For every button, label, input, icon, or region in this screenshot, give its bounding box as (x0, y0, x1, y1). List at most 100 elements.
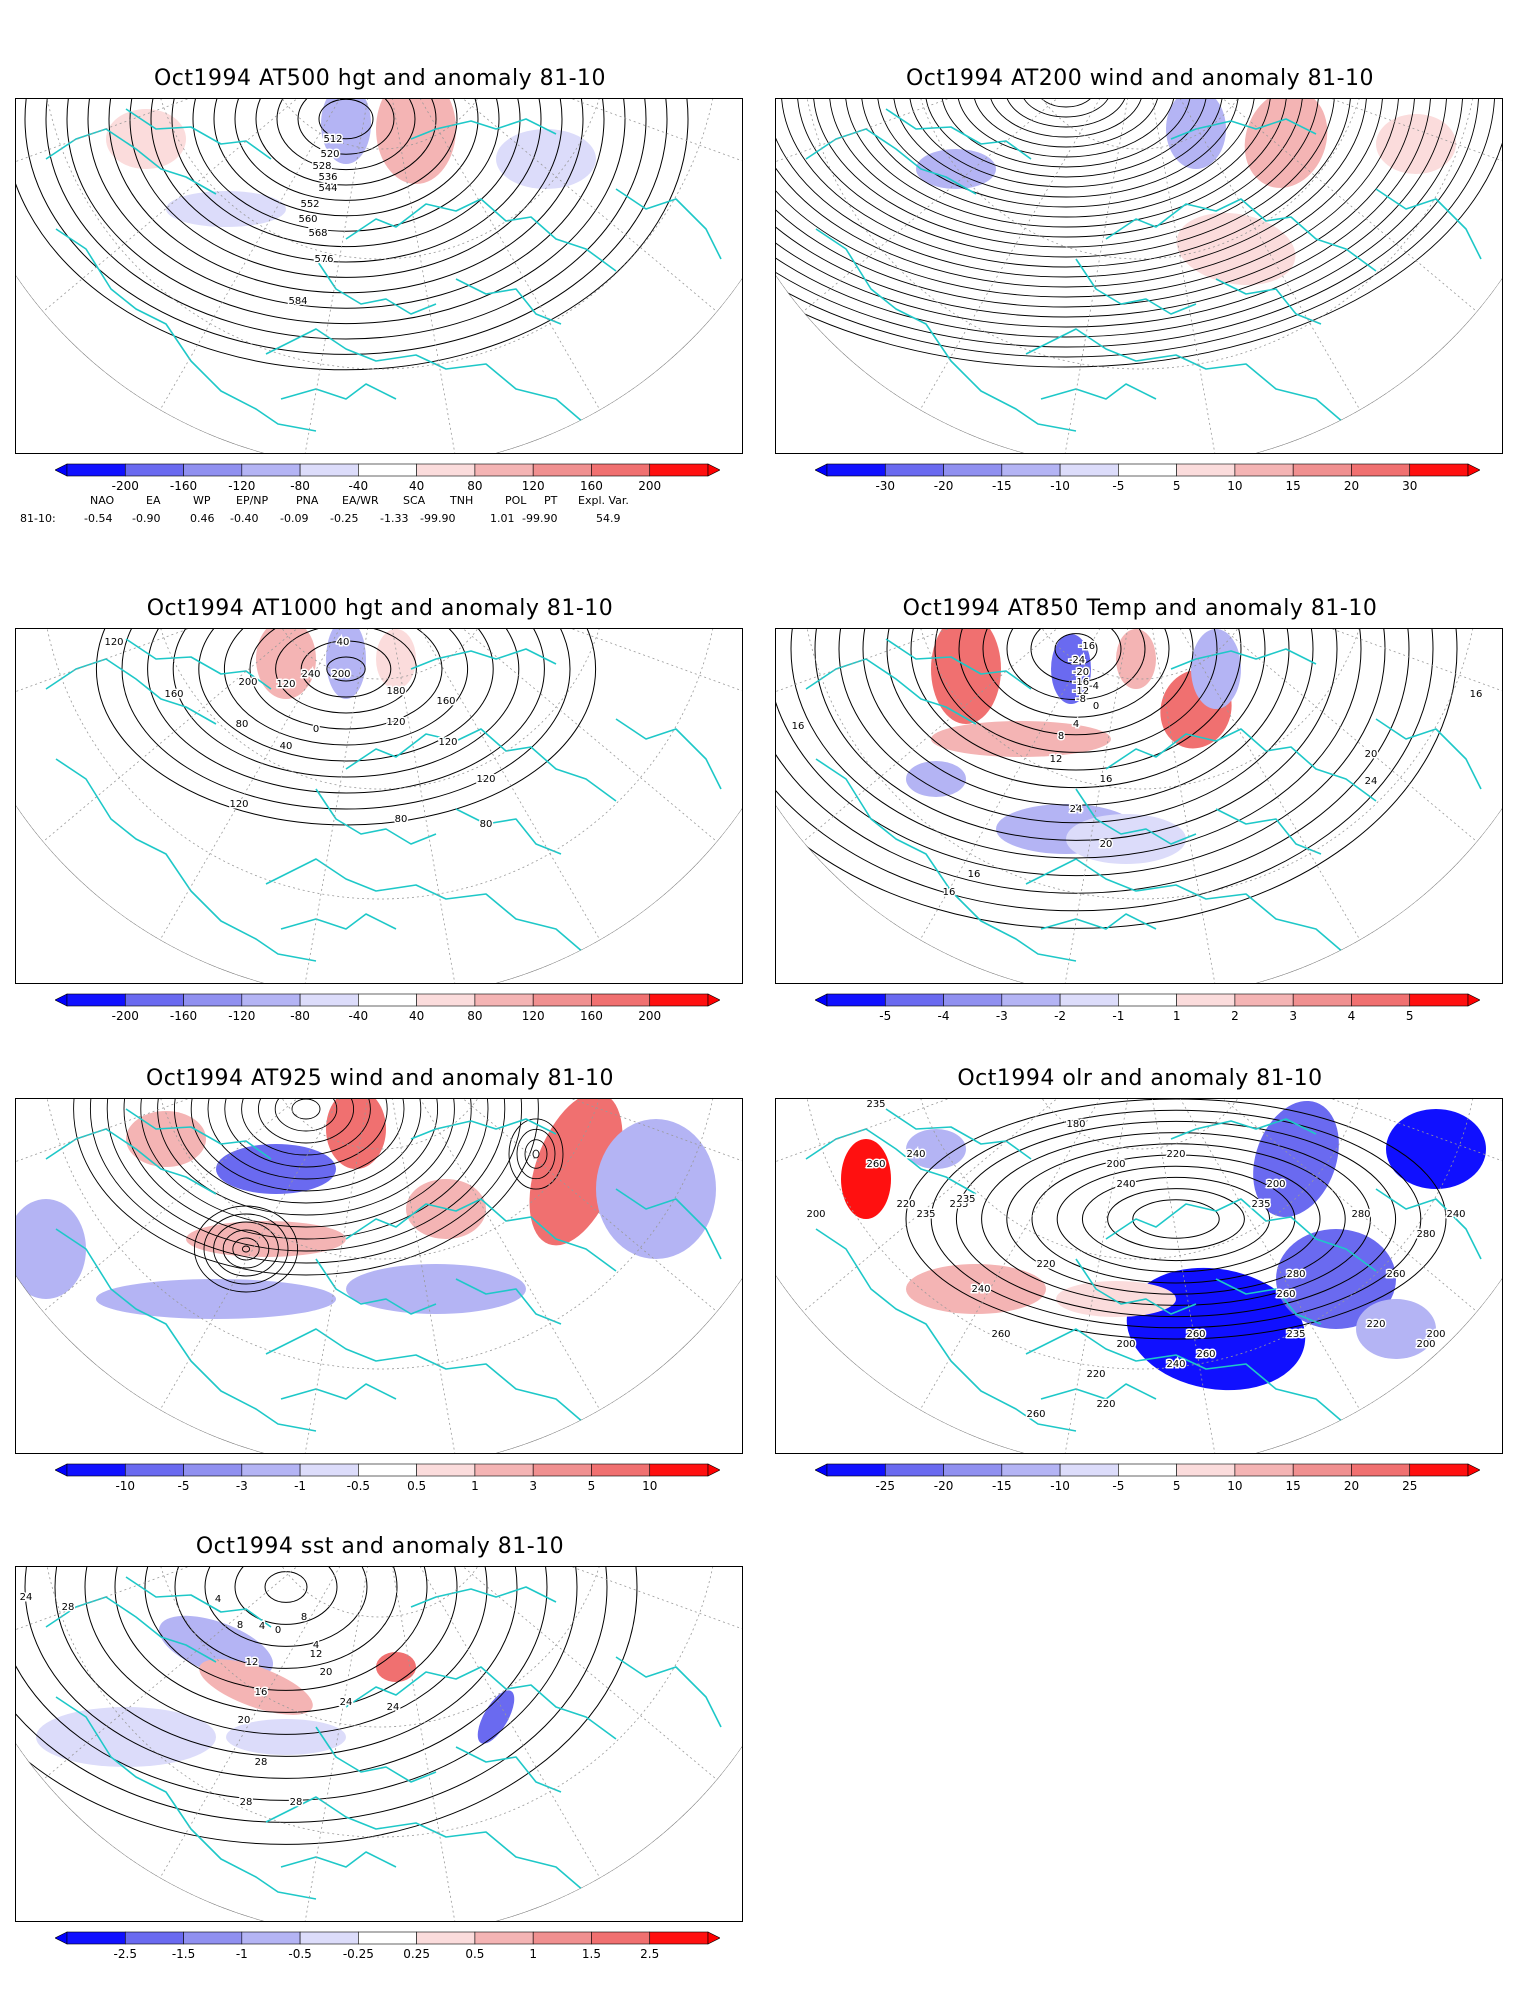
colorbar-bin (1351, 993, 1411, 1007)
coastline (615, 188, 722, 260)
meridian-gridline (1139, 629, 1361, 941)
colorbar-bin (416, 1463, 476, 1477)
contour-label: 120 (386, 717, 405, 728)
meridian-gridline (303, 1099, 381, 1453)
coastline (315, 258, 437, 315)
streamline (224, 1099, 388, 1168)
coastline (1105, 728, 1377, 802)
contour-label: 80 (480, 819, 493, 830)
colorbar-bin (124, 1463, 184, 1477)
colorbar-bin (826, 993, 886, 1007)
contour-label: 280 (1351, 1209, 1370, 1220)
contour-label: 12 (1050, 754, 1063, 765)
streamline (106, 1099, 506, 1252)
contour-label: 120 (476, 774, 495, 785)
colorbar-arrow-right (1467, 993, 1480, 1007)
map-frame: 120 160 200 240 80 120 40 0 40 200 180 120 120 160 120… (15, 628, 743, 984)
contour-label: 16 (255, 1687, 268, 1698)
contour-label: 220 (1086, 1369, 1105, 1380)
colorbar-bin (358, 1931, 417, 1945)
coastline (615, 718, 722, 790)
coastline (1075, 258, 1197, 315)
contour-line (1107, 1188, 1245, 1250)
colorbar-tick-label: 1 (471, 1479, 479, 1493)
streamline (940, 99, 1192, 168)
colorbar-tick-label: -30 (875, 479, 895, 493)
anomaly-shading (376, 99, 456, 184)
idx-value: 0.46 (190, 512, 215, 525)
contour-label: 28 (290, 1797, 303, 1808)
colorbar-tick-label: 200 (638, 1009, 661, 1023)
contour-label: 120 (229, 799, 248, 810)
latitude-gridline (259, 1567, 501, 1618)
colorbar-tick-label: -3 (996, 1009, 1008, 1023)
contour-line (24, 1567, 548, 1779)
contour-line (234, 99, 458, 201)
colorbar-bin (183, 993, 243, 1007)
contour-label: 235 (956, 1194, 975, 1205)
colorbar: -200 -160 -120 -80 -40 40 80 120 160 200 (55, 986, 720, 1038)
colorbar-arrow-left (55, 993, 68, 1007)
colorbar-bin (241, 993, 301, 1007)
coastline (455, 808, 562, 855)
meridian-gridline (1063, 99, 1141, 453)
contour-line (981, 1132, 1371, 1306)
colorbar-tick-label: -1.5 (172, 1947, 195, 1961)
coastline (315, 1258, 437, 1315)
contour-label: 512 (323, 134, 342, 145)
coastline (1170, 118, 1317, 140)
colorbar-arrow-right (1467, 1463, 1480, 1477)
coastline (410, 648, 557, 670)
contour-label: 12 (246, 1657, 259, 1668)
colorbar-tick-label: -10 (1050, 479, 1070, 493)
colorbar-tick-label: -80 (290, 479, 310, 493)
colorbar-arrow-right (707, 1463, 720, 1477)
meridian-gridline (379, 1567, 457, 1921)
contour-line (318, 99, 374, 140)
colorbar-bin (1351, 1463, 1411, 1477)
panel-title: Oct1994 AT500 hgt and anomaly 81-10 (153, 66, 607, 91)
contour-label: 8 (237, 1620, 243, 1631)
colorbar-tick-label: -0.25 (343, 1947, 374, 1961)
coastline (265, 1796, 592, 1898)
coastline (45, 1128, 217, 1195)
streamline (776, 99, 1480, 348)
colorbar-tick-label: 20 (1344, 479, 1359, 493)
colorbar-tick-label: -200 (112, 479, 139, 493)
meridian-gridline (16, 99, 381, 180)
colorbar-tick-label: 0.5 (465, 1947, 484, 1961)
map-canvas: 120 160 200 240 80 120 40 0 40 200 180 120 120 160 120… (16, 629, 742, 983)
colorbar-bin (1118, 463, 1177, 477)
colorbar-bin (299, 993, 359, 1007)
colorbar-tick-label: 40 (409, 479, 424, 493)
coastline (280, 383, 397, 400)
colorbar-bin (299, 1931, 359, 1945)
meridian-gridline (16, 629, 381, 710)
contour-line (955, 1120, 1397, 1318)
contour-label: 200 (331, 669, 350, 680)
anomaly-shading (16, 1199, 86, 1299)
idx-header: NAO (90, 494, 115, 507)
panel-at200-wind: Oct1994 AT200 wind and anomaly 81-10 -30… (775, 62, 1505, 542)
map-canvas: -16-24-20-16-12-8-4048121620242420161616… (776, 629, 1502, 983)
anomaly-shading (376, 1652, 416, 1682)
colorbar-tick-label: -4 (938, 1009, 950, 1023)
contour-label: 280 (1416, 1229, 1435, 1240)
colorbar-tick-label: 0.5 (407, 1479, 426, 1493)
contour-line (223, 629, 469, 746)
contour-label: 220 (1366, 1319, 1385, 1330)
contour-label: 20 (1100, 839, 1113, 850)
contour-label: 240 (301, 669, 320, 680)
meridian-gridline (1063, 1099, 1141, 1453)
contour-line (1056, 1165, 1296, 1273)
streamline (193, 1205, 299, 1293)
contour-label: 120 (438, 737, 457, 748)
contour-label: 16 (792, 721, 805, 732)
anomaly-shading (1166, 99, 1226, 169)
coastline (1215, 1278, 1322, 1325)
colorbar-canvas: -10 -5 -3 -1 -0.5 0.5 1 3 5 10 (55, 1463, 720, 1493)
colorbar-bin (241, 463, 301, 477)
